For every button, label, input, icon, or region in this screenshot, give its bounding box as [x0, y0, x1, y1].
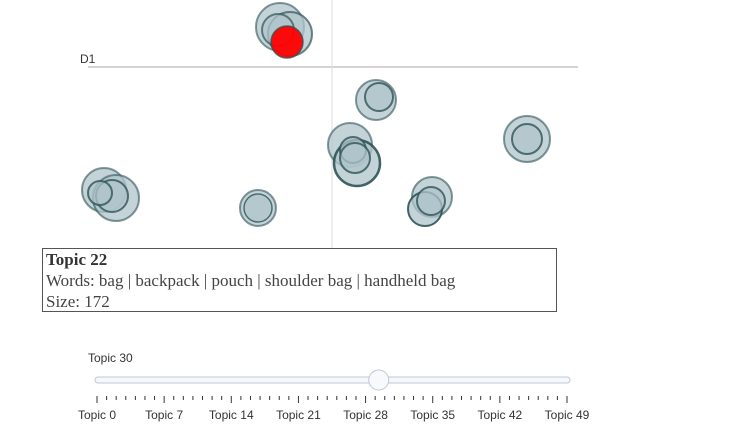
slider-tick-label: Topic 28 — [343, 408, 388, 422]
slider-tick-label: Topic 21 — [276, 408, 321, 422]
slider-tick-label: Topic 35 — [410, 408, 455, 422]
slider-tick-label: Topic 0 — [78, 408, 116, 422]
topic-bubble-selected[interactable] — [270, 25, 304, 59]
topic-bubble[interactable] — [339, 142, 371, 174]
topic-bubble[interactable] — [243, 193, 273, 223]
slider-tick-label: Topic 7 — [145, 408, 183, 422]
topic-bubbles[interactable] — [81, 2, 551, 227]
slider-tick-label: Topic 49 — [545, 408, 590, 422]
slider-track[interactable] — [94, 376, 571, 384]
topic-bubble[interactable] — [87, 180, 113, 206]
topic-bubble[interactable] — [364, 82, 394, 112]
tooltip-title: Topic 22 — [46, 250, 108, 269]
slider-tick-label: Topic 14 — [209, 408, 254, 422]
tooltip-words: Words: bag | backpack | pouch | shoulder… — [46, 271, 456, 290]
slider-tick-labels: Topic 0 Topic 7 Topic 14 Topic 21 Topic 28 To… — [78, 408, 590, 422]
slider-current-label: Topic 30 — [88, 351, 133, 365]
slider-ticks — [96, 396, 568, 403]
topic-hover-tooltip: Topic 22 Words: bag | backpack | pouch |… — [42, 248, 557, 312]
d1-axis-label: D1 — [80, 52, 96, 66]
topic-bubble[interactable] — [511, 123, 543, 155]
topic-bubble[interactable] — [416, 186, 446, 216]
slider-handle[interactable] — [368, 369, 390, 391]
tooltip-size: Size: 172 — [46, 292, 110, 311]
slider-tick-label: Topic 42 — [478, 408, 523, 422]
